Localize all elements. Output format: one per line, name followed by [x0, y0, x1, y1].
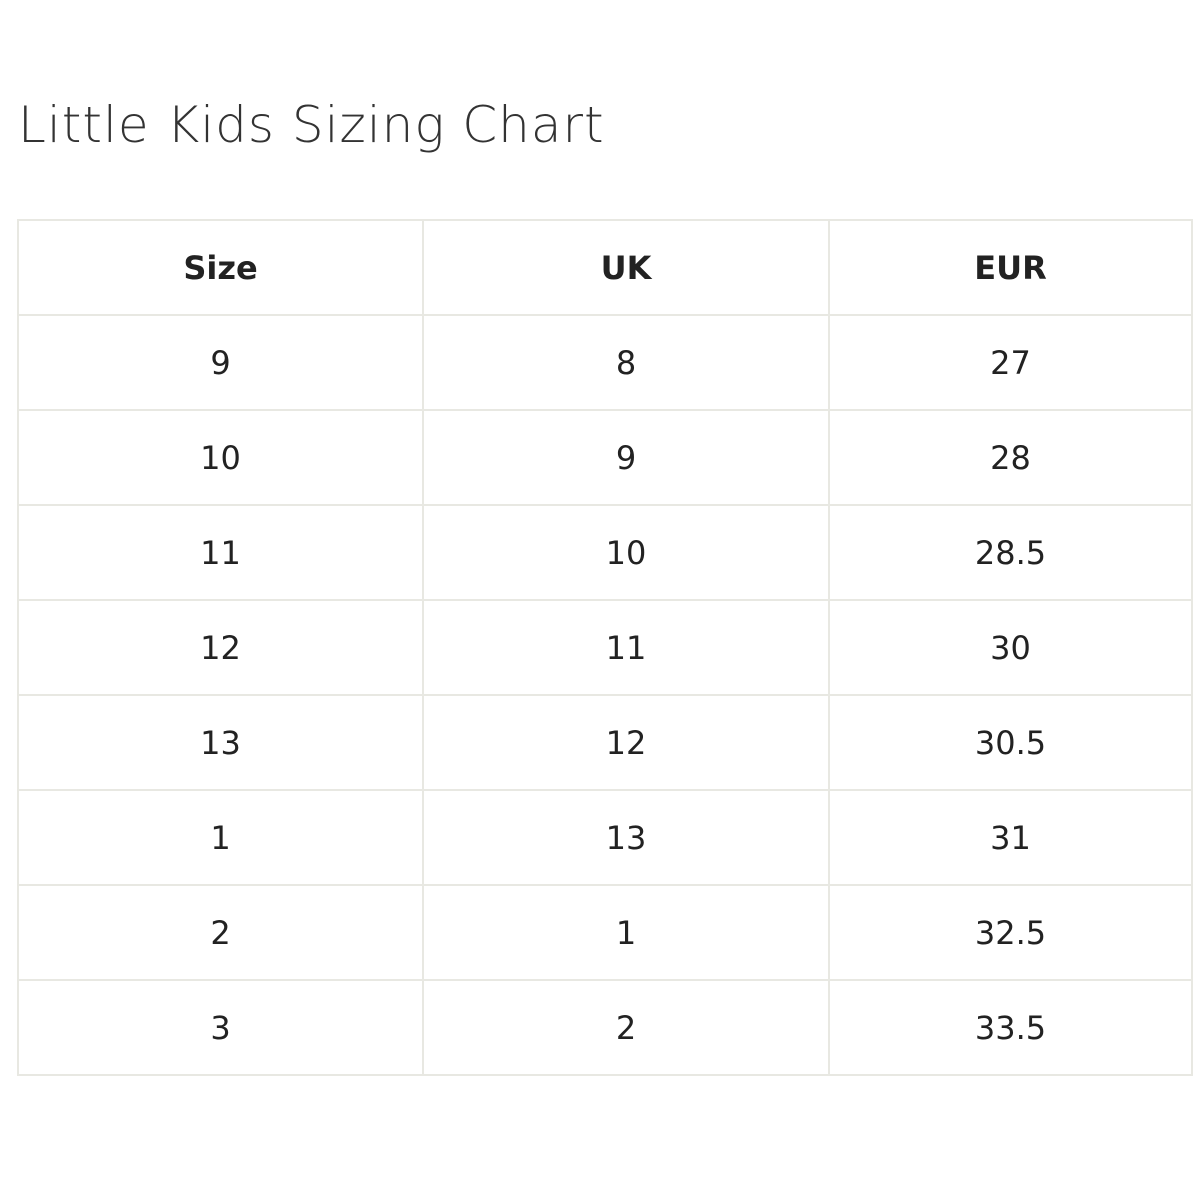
- table-cell: 9: [422, 409, 830, 506]
- column-header: Size: [17, 219, 424, 316]
- table-cell: 12: [17, 599, 424, 696]
- table-cell: 27: [828, 314, 1193, 411]
- header-row: Size UK EUR: [17, 219, 1193, 316]
- table-cell: 9: [17, 314, 424, 411]
- table-row: 9 8 27: [17, 314, 1193, 411]
- table-row: 10 9 28: [17, 409, 1193, 506]
- table-row: 11 10 28.5: [17, 504, 1193, 601]
- table-cell: 11: [17, 504, 424, 601]
- table-cell: 2: [422, 979, 830, 1076]
- size-table: Size UK EUR 9 8 27 10 9 28 11 10 28.5 12 11 30 13 12 30.…: [17, 219, 1193, 1076]
- table-cell: 31: [828, 789, 1193, 886]
- table-cell: 1: [422, 884, 830, 981]
- table-row: 12 11 30: [17, 599, 1193, 696]
- table-cell: 28.5: [828, 504, 1193, 601]
- table-row: 1 13 31: [17, 789, 1193, 886]
- table-cell: 30: [828, 599, 1193, 696]
- title: Little Kids Sizing Chart: [18, 96, 605, 154]
- table-cell: 12: [422, 694, 830, 791]
- table-row: 2 1 32.5: [17, 884, 1193, 981]
- table-cell: 28: [828, 409, 1193, 506]
- table-cell: 11: [422, 599, 830, 696]
- table-cell: 1: [17, 789, 424, 886]
- table-cell: 32.5: [828, 884, 1193, 981]
- table-cell: 2: [17, 884, 424, 981]
- table-cell: 10: [17, 409, 424, 506]
- table-cell: 10: [422, 504, 830, 601]
- table-cell: 3: [17, 979, 424, 1076]
- table-row: 13 12 30.5: [17, 694, 1193, 791]
- table-cell: 33.5: [828, 979, 1193, 1076]
- column-header: EUR: [828, 219, 1193, 316]
- table-cell: 13: [422, 789, 830, 886]
- table-cell: 13: [17, 694, 424, 791]
- table-row: 3 2 33.5: [17, 979, 1193, 1076]
- table-cell: 30.5: [828, 694, 1193, 791]
- table-cell: 8: [422, 314, 830, 411]
- column-header: UK: [422, 219, 830, 316]
